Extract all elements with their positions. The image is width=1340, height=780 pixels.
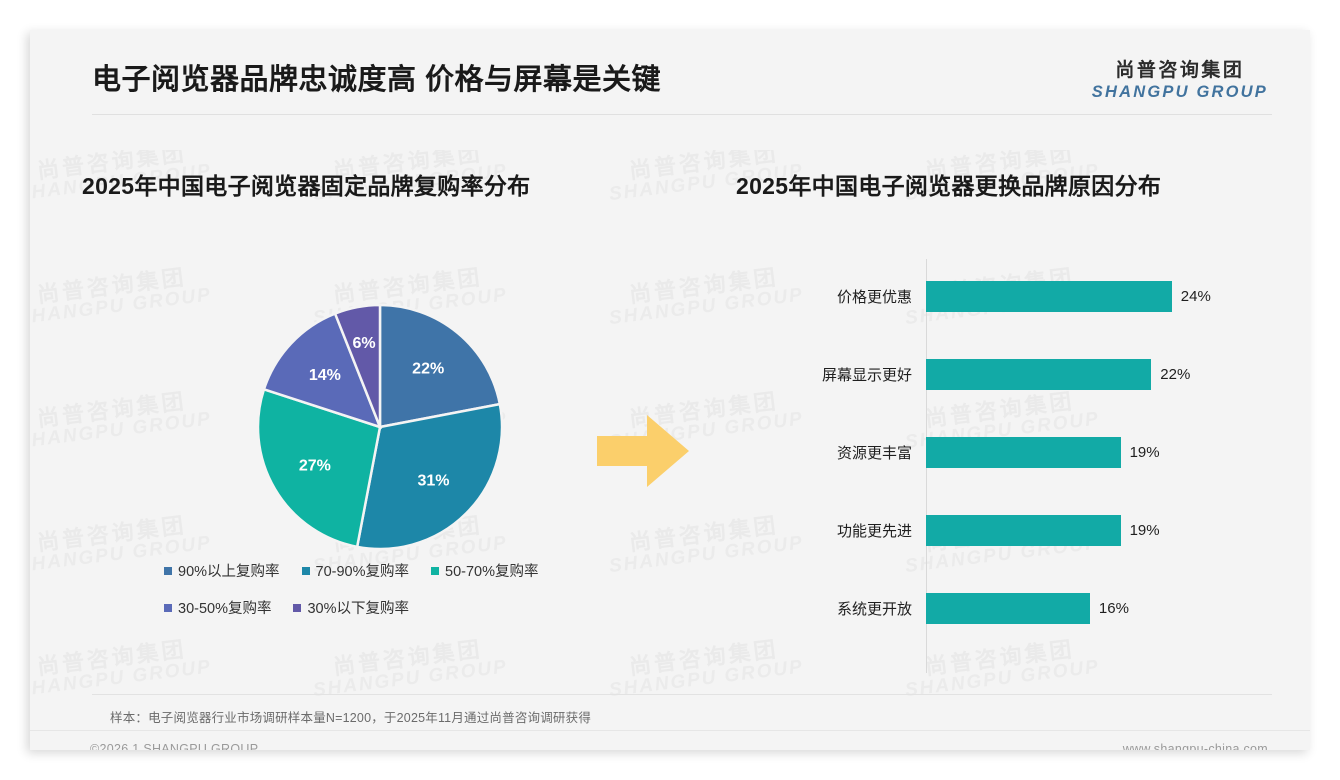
pie-slice[interactable] (262, 311, 383, 430)
bar-chart-row: 功能更先进 19% (730, 491, 1275, 569)
bar-value-label: 19% (1129, 521, 1160, 539)
legend-item-label: 30%以下复购率 (307, 601, 410, 617)
bar-fill[interactable] (926, 592, 1090, 624)
legend-swatch-icon (293, 603, 302, 612)
legend-item-label: 30-50%复购率 (178, 601, 272, 617)
bar-track: 22% (926, 335, 1275, 413)
sample-note: 样本：电子阅览器行业市场调研样本量N=1200，于2025年11月通过尚普咨询调… (110, 711, 592, 725)
header-divider (92, 114, 1272, 115)
pie-slice-value: 14% (309, 367, 341, 384)
copyright-text: ©2026.1 SHANGPU GROUP (90, 742, 259, 750)
pie-chart-title: 2025年中国电子阅览器固定品牌复购率分布 (82, 173, 531, 199)
bar-fill[interactable] (926, 514, 1121, 546)
legend-swatch-icon (431, 566, 440, 575)
legend-item[interactable]: 70-90%复购率 (301, 560, 410, 581)
pie-slice-value: 27% (299, 458, 331, 475)
bar-fill[interactable] (926, 280, 1172, 312)
legend-row: 30-50%复购率 30%以下复购率 (82, 597, 682, 618)
pie-slice-value: 31% (417, 473, 449, 490)
legend-item-label: 90%以上复购率 (178, 564, 280, 580)
legend-item[interactable]: 30-50%复购率 (164, 597, 271, 618)
legend-swatch-icon (301, 566, 310, 575)
pie-chart-graphic: 22% 31% 27% 14% 6% (256, 303, 504, 551)
bar-chart-panel: 价格更优惠 24% 屏幕显示更好 22% 资源更丰富 19% 功能更先进 19% 系统更开放 16… (730, 255, 1275, 685)
legend-swatch-icon (164, 603, 172, 612)
bar-chart-row: 资源更丰富 19% (730, 413, 1275, 491)
bar-chart-row: 屏幕显示更好 22% (730, 335, 1275, 413)
legend-item[interactable]: 90%以上复购率 (164, 560, 280, 581)
brand-logo-cn: 尚普咨询集团 (1115, 60, 1245, 81)
bar-value-label: 22% (1160, 365, 1191, 383)
slide-header: 电子阅览器品牌忠诚度高 价格与屏幕是关键 尚普咨询集团 SHANGPU GROU… (30, 30, 1310, 115)
arrow-right-icon (595, 412, 691, 495)
bar-chart-rows: 价格更优惠 24% 屏幕显示更好 22% 资源更丰富 19% 功能更先进 19% 系统更开放 16… (730, 255, 1275, 685)
bar-track: 16% (926, 569, 1275, 647)
bar-fill[interactable] (926, 436, 1121, 468)
website-link[interactable]: www.shangpu-china.com (1122, 742, 1268, 750)
page-title: 电子阅览器品牌忠诚度高 价格与屏幕是关键 (92, 64, 662, 96)
bar-category-label: 价格更优惠 (836, 288, 912, 306)
pie-slice[interactable] (256, 387, 382, 549)
pie-slice[interactable] (333, 303, 382, 428)
legend-item-label: 70-90%复购率 (315, 564, 410, 580)
bar-category-label: 功能更先进 (836, 522, 912, 540)
legend-item[interactable]: 50-70%复购率 (431, 560, 539, 581)
pie-slice-value: 22% (412, 361, 444, 378)
legend-swatch-icon (164, 566, 172, 575)
pie-chart-legend: 90%以上复购率 70-90%复购率 50-70%复购率 30-50%复购率 30%以… (82, 560, 682, 634)
footer-divider (30, 730, 1310, 731)
brand-logo: 尚普咨询集团 SHANGPU GROUP (1092, 60, 1268, 102)
brand-logo-en: SHANGPU GROUP (1091, 82, 1268, 101)
bar-fill[interactable] (926, 358, 1152, 390)
legend-row: 90%以上复购率 70-90%复购率 50-70%复购率 (82, 560, 682, 581)
bar-track: 24% (926, 257, 1275, 335)
bar-category-label: 系统更开放 (836, 600, 912, 618)
pie-slice[interactable] (378, 303, 502, 429)
legend-item[interactable]: 30%以下复购率 (293, 597, 409, 618)
bar-value-label: 24% (1180, 287, 1211, 305)
bar-chart-row: 系统更开放 16% (730, 569, 1275, 647)
bar-track: 19% (926, 491, 1275, 569)
bar-chart-title: 2025年中国电子阅览器更换品牌原因分布 (736, 173, 1162, 199)
legend-item-label: 50-70%复购率 (445, 564, 539, 580)
bar-track: 19% (926, 413, 1275, 491)
bar-category-label: 屏幕显示更好 (821, 366, 912, 384)
bar-value-label: 19% (1129, 443, 1160, 461)
bar-category-label: 资源更丰富 (836, 444, 912, 462)
bar-value-label: 16% (1098, 599, 1129, 617)
slide-canvas: 尚普咨询集团 SHANGPU GROUP 尚普咨询集团 SHANGPU GROUP 尚普… (30, 30, 1310, 750)
sample-note-divider (92, 694, 1272, 695)
pie-slice-value: 6% (352, 335, 375, 352)
bar-chart-row: 价格更优惠 24% (730, 257, 1275, 335)
pie-chart-panel: 22% 31% 27% 14% 6% 90%以上复购率 70-90%复购率 50-70%复购… (82, 245, 682, 665)
pie-slice[interactable] (355, 402, 504, 551)
